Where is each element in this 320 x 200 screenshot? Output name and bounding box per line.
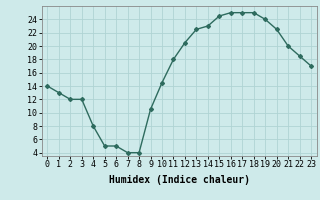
X-axis label: Humidex (Indice chaleur): Humidex (Indice chaleur) [109,175,250,185]
